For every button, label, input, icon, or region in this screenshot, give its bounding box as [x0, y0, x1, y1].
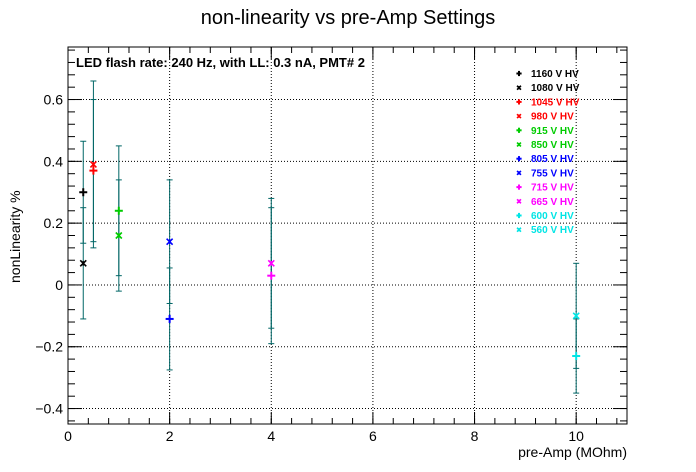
run-conditions-annotation: LED flash rate: 240 Hz, with LL: 0.3 nA,…: [76, 55, 365, 70]
data-point: [166, 238, 174, 246]
data-markers: [79, 160, 581, 361]
x-tick-label: 6: [369, 428, 377, 444]
legend-label: 1080 V HV: [531, 83, 580, 94]
data-point: [89, 160, 97, 168]
tick-labels: 0 2 4 6 8 10 −0.4 −0.2 0 0.2 0.4 0.6: [35, 92, 584, 444]
y-tick-label: 0.6: [44, 92, 64, 108]
legend-item: 805 V HV: [516, 154, 574, 165]
data-point: [89, 166, 98, 175]
y-tick-label: −0.2: [35, 339, 63, 355]
legend-item: 1160 V HV: [516, 69, 579, 80]
y-tick-label: 0.4: [44, 153, 64, 169]
y-tick-label: −0.4: [35, 401, 63, 417]
legend-label: 980 V HV: [531, 112, 574, 123]
legend-marker: [516, 156, 522, 162]
legend-item: 980 V HV: [516, 112, 574, 123]
legend-item: 850 V HV: [516, 140, 574, 151]
legend-marker: [516, 141, 522, 148]
legend-label: 715 V HV: [531, 183, 574, 194]
legend-item: 915 V HV: [516, 126, 574, 137]
legend: 1160 V HV 1080 V HV 1045 V HV 980 V HV 915 V…: [516, 69, 580, 236]
legend-label: 805 V HV: [531, 154, 574, 165]
data-point: [572, 352, 581, 361]
legend-label: 1045 V HV: [531, 97, 580, 108]
data-point: [115, 231, 123, 240]
legend-marker: [516, 85, 522, 91]
y-axis-title: nonLinearity %: [7, 190, 23, 283]
legend-item: 665 V HV: [516, 197, 574, 208]
data-point: [165, 314, 174, 323]
data-point: [267, 271, 276, 280]
legend-label: 1160 V HV: [531, 69, 579, 80]
x-tick-label: 4: [267, 428, 275, 444]
y-tick-label: 0: [55, 277, 63, 293]
legend-label: 665 V HV: [531, 197, 574, 208]
x-tick-label: 2: [166, 428, 174, 444]
x-tick-label: 0: [64, 428, 72, 444]
x-tick-label: 8: [471, 428, 479, 444]
data-point: [114, 206, 123, 215]
legend-item: 560 V HV: [516, 225, 574, 236]
data-point: [79, 188, 88, 197]
legend-marker: [516, 99, 522, 105]
legend-item: 1045 V HV: [516, 97, 580, 108]
legend-marker: [516, 227, 522, 233]
legend-item: 755 V HV: [516, 168, 574, 179]
legend-marker: [516, 184, 522, 190]
y-tick-label: 0.2: [44, 215, 64, 231]
legend-marker: [516, 212, 522, 219]
legend-item: 715 V HV: [516, 183, 574, 194]
legend-marker: [516, 198, 522, 204]
grid-lines: [68, 47, 627, 424]
legend-marker: [516, 170, 522, 176]
chart-title: non-linearity vs pre-Amp Settings: [201, 7, 496, 29]
data-point: [267, 259, 275, 267]
legend-label: 755 V HV: [531, 168, 574, 179]
legend-marker: [516, 70, 522, 77]
legend-label: 850 V HV: [531, 140, 574, 151]
legend-item: 1080 V HV: [516, 83, 580, 94]
legend-label: 600 V HV: [531, 211, 574, 222]
legend-label: 560 V HV: [531, 225, 574, 236]
legend-label: 915 V HV: [531, 126, 574, 137]
x-axis-title: pre-Amp (MOhm): [518, 444, 627, 460]
x-tick-label: 10: [568, 428, 584, 444]
legend-marker: [516, 127, 522, 133]
data-point: [79, 259, 87, 267]
legend-item: 600 V HV: [516, 211, 574, 222]
legend-marker: [516, 113, 522, 119]
data-point: [572, 312, 580, 320]
axis-ticks: [67, 47, 627, 424]
